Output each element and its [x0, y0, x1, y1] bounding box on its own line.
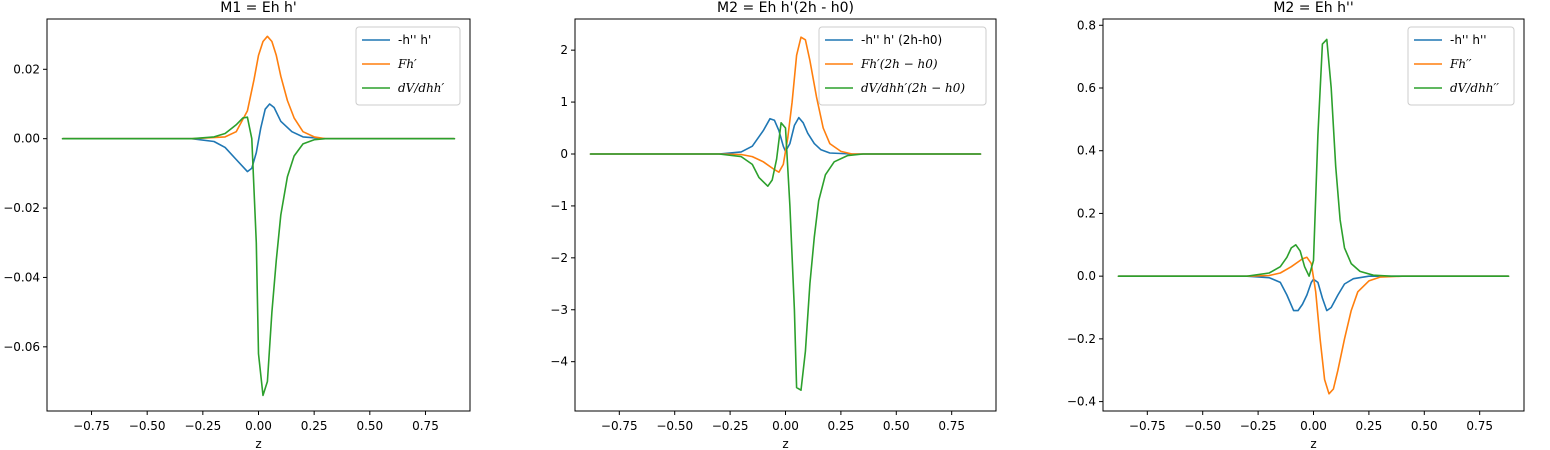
x-tick-label: −0.25 — [184, 419, 221, 433]
y-tick-label: 2 — [560, 43, 568, 57]
series-line-2 — [61, 35, 456, 140]
series-line-3 — [589, 122, 982, 391]
series-line-2 — [589, 36, 982, 173]
x-tick-label: 0.50 — [1411, 419, 1438, 433]
x-tick-label: 0.00 — [1300, 419, 1327, 433]
legend-entry-label: dV/dhh′ — [398, 81, 445, 95]
x-tick-label: 0.75 — [412, 419, 439, 433]
y-tick-label: 0 — [560, 147, 568, 161]
x-tick-label: 0.25 — [1356, 419, 1383, 433]
x-tick-label: 0.75 — [938, 419, 965, 433]
chart-title: M2 = Eh h'(2h - h0) — [717, 0, 854, 16]
x-axis-label: z — [1310, 437, 1316, 450]
series-group — [589, 36, 982, 391]
legend: -h'' h' Fh′ dV/dhh′ — [355, 26, 461, 106]
y-tick-label: 0.2 — [1077, 206, 1096, 220]
x-tick-label: 0.00 — [245, 419, 272, 433]
y-tick-label: −0.02 — [3, 201, 40, 215]
y-tick-label: −2 — [550, 251, 568, 265]
y-tick-label: −0.06 — [3, 340, 40, 354]
x-tick-label: 0.75 — [1466, 419, 1493, 433]
legend-entry-label: dV/dhh′′ — [1450, 81, 1499, 95]
x-tick-label: −0.50 — [129, 419, 166, 433]
legend-entry-label: Fh′′ — [1449, 57, 1472, 71]
chart-title: M2 = Eh h'' — [1273, 0, 1353, 16]
subplot-1: −0.75 −0.50 −0.25 0.00 0.25 0.50 0.75 0.02 0.00 −… — [3, 0, 471, 450]
x-tick-label: 0.50 — [883, 419, 910, 433]
legend-entry-label: -h'' h' — [398, 33, 431, 47]
y-tick-label: −0.2 — [1067, 332, 1096, 346]
x-axis-label: z — [782, 437, 788, 450]
x-tick-label: −0.50 — [1184, 419, 1221, 433]
y-tick-label: −4 — [550, 355, 568, 369]
y-tick-label: 0.0 — [1077, 269, 1096, 283]
x-tick-label: −0.25 — [1240, 419, 1277, 433]
chart-title: M1 = Eh h' — [220, 0, 297, 16]
x-tick-label: −0.75 — [1129, 419, 1166, 433]
x-tick-label: 0.25 — [828, 419, 855, 433]
legend-entry-label: Fh′ — [397, 57, 417, 71]
x-tick-label: 0.00 — [772, 419, 799, 433]
x-axis-label: z — [255, 437, 261, 450]
legend-entry-label: dV/dhh′(2h − h0) — [861, 81, 965, 95]
legend-entry-label: Fh′(2h − h0) — [860, 57, 938, 71]
series-group — [1117, 38, 1510, 395]
y-tick-label: 0.02 — [13, 62, 40, 76]
series-line-1 — [61, 103, 456, 173]
series-line-2 — [1117, 256, 1510, 395]
y-tick-label: 0.6 — [1077, 81, 1096, 95]
legend-box — [818, 26, 987, 106]
y-tick-label: 0.8 — [1077, 18, 1096, 32]
x-tick-label: 0.50 — [356, 419, 383, 433]
y-tick-label: 1 — [560, 95, 568, 109]
series-line-1 — [1117, 275, 1510, 312]
y-tick-label: −1 — [550, 199, 568, 213]
x-tick-label: −0.75 — [601, 419, 638, 433]
series-group — [61, 35, 456, 397]
y-tick-label: 0.4 — [1077, 144, 1096, 158]
x-tick-label: 0.25 — [301, 419, 328, 433]
subplot-2: −0.75 −0.50 −0.25 0.00 0.25 0.50 0.75 2 1 0 −1 −2 −3… — [550, 0, 997, 450]
legend-box — [355, 26, 461, 106]
y-tick-label: −0.4 — [1067, 395, 1096, 409]
series-line-3 — [61, 116, 456, 397]
legend-box — [1407, 26, 1515, 106]
legend-entry-label: -h'' h' (2h-h0) — [861, 33, 942, 47]
legend-entry-label: -h'' h'' — [1450, 33, 1487, 47]
y-tick-label: −0.04 — [3, 270, 40, 284]
series-line-3 — [1117, 38, 1510, 277]
y-tick-label: −3 — [550, 303, 568, 317]
y-tick-label: 0.00 — [13, 132, 40, 146]
x-tick-label: −0.25 — [712, 419, 749, 433]
subplot-3: −0.75 −0.50 −0.25 0.00 0.25 0.50 0.75 0.8 0.6 0.4… — [1067, 0, 1525, 450]
x-tick-label: −0.75 — [73, 419, 110, 433]
x-tick-label: −0.50 — [656, 419, 693, 433]
legend: -h'' h' (2h-h0) Fh′(2h − h0) dV/dhh′(2h − … — [818, 26, 987, 106]
legend: -h'' h'' Fh′′ dV/dhh′′ — [1407, 26, 1515, 106]
series-line-1 — [589, 116, 982, 155]
